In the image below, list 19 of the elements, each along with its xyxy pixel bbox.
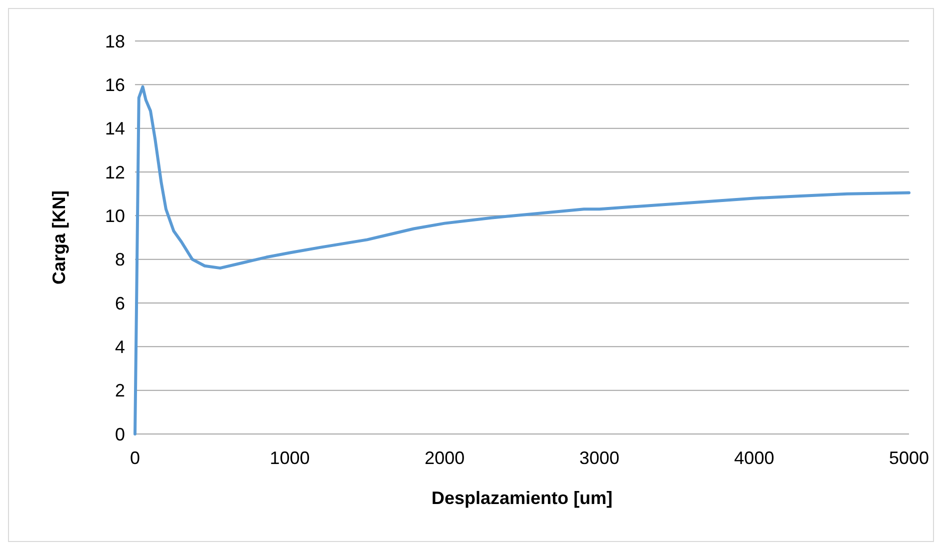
y-tick-label: 0 bbox=[114, 424, 125, 444]
y-tick-label: 8 bbox=[114, 250, 125, 270]
y-tick-label: 2 bbox=[114, 380, 125, 401]
y-tick-label: 16 bbox=[104, 74, 125, 95]
y-axis-title: Carga [KN] bbox=[49, 190, 69, 285]
x-tick-label: 1000 bbox=[270, 448, 310, 468]
y-tick-label: 14 bbox=[104, 118, 125, 139]
x-tick-label: 3000 bbox=[579, 448, 620, 468]
line-series bbox=[134, 85, 910, 436]
x-axis-title: Desplazamiento [um] bbox=[431, 488, 613, 508]
x-tick-label: 2000 bbox=[424, 448, 465, 468]
y-tick-label: 6 bbox=[114, 293, 125, 314]
y-tick-label: 4 bbox=[114, 336, 125, 357]
y-tick-label: 18 bbox=[104, 31, 125, 52]
x-tick-label: 5000 bbox=[888, 448, 930, 468]
x-tick-label: 4000 bbox=[734, 448, 774, 468]
y-tick-label: 10 bbox=[104, 206, 125, 226]
x-tick-label: 0 bbox=[130, 448, 140, 468]
y-tick-label: 12 bbox=[104, 162, 125, 182]
